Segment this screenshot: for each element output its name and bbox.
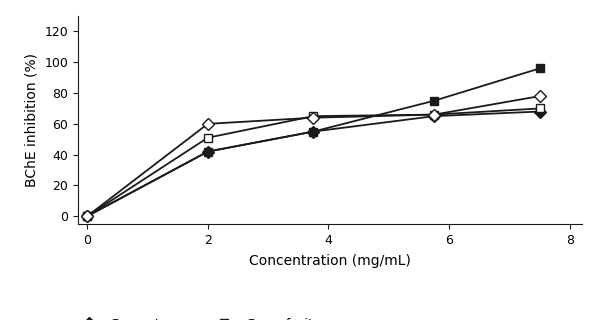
Orange	[536, 67, 544, 70]
Line: Shaddock: Shaddock	[83, 92, 544, 220]
Orange	[431, 99, 438, 103]
Green tea	[431, 114, 438, 118]
Grapefruit	[83, 214, 91, 218]
X-axis label: Concentration (mg/mL): Concentration (mg/mL)	[249, 254, 411, 268]
Orange	[310, 130, 317, 133]
Grapefruit	[310, 114, 317, 118]
Shaddock	[83, 214, 91, 218]
Line: Green tea: Green tea	[83, 107, 544, 220]
Line: Orange: Orange	[83, 64, 544, 220]
Shaddock	[204, 122, 211, 126]
Green tea	[83, 214, 91, 218]
Shaddock	[310, 116, 317, 120]
Green tea	[204, 150, 211, 154]
Legend: Green tea, Orange, Grapefruit, Shaddock: Green tea, Orange, Grapefruit, Shaddock	[74, 318, 314, 320]
Shaddock	[536, 94, 544, 98]
Green tea	[536, 110, 544, 114]
Y-axis label: BChE inhibition (%): BChE inhibition (%)	[25, 53, 39, 187]
Green tea	[310, 130, 317, 133]
Orange	[204, 150, 211, 154]
Grapefruit	[204, 136, 211, 140]
Line: Grapefruit: Grapefruit	[83, 104, 544, 220]
Shaddock	[431, 113, 438, 116]
Grapefruit	[536, 107, 544, 110]
Orange	[83, 214, 91, 218]
Grapefruit	[431, 113, 438, 116]
